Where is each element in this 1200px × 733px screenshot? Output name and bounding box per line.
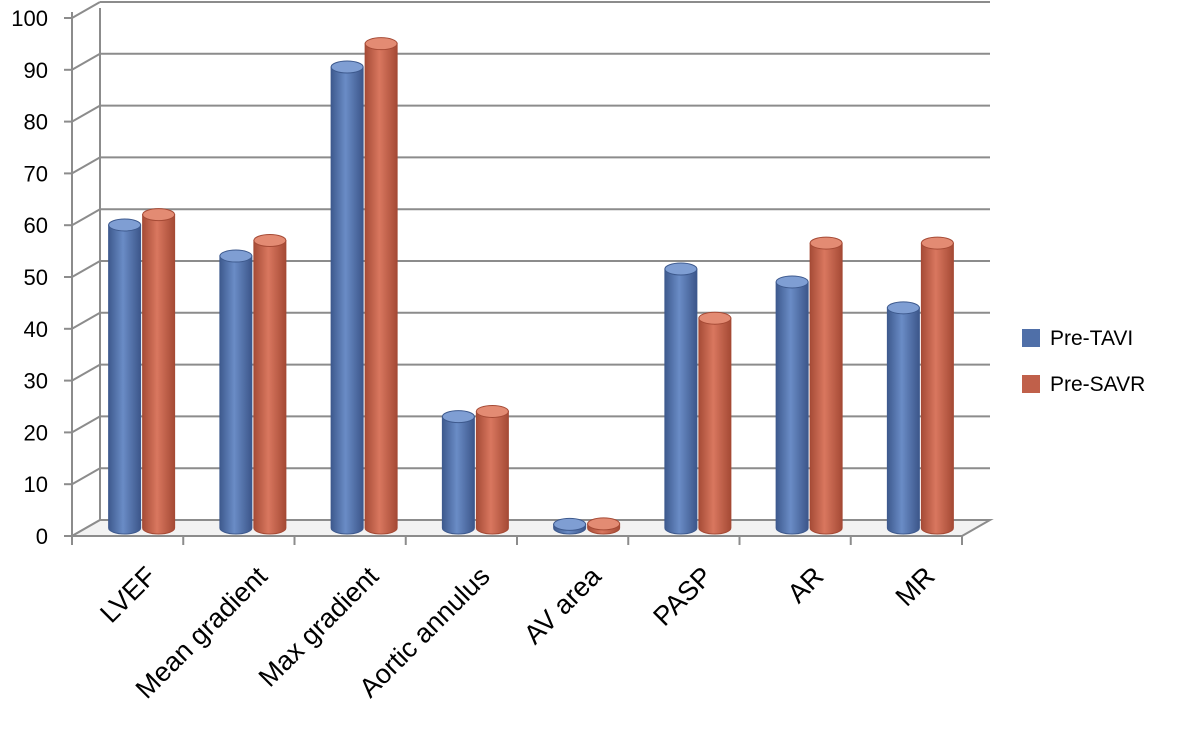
bar-pre-tavi-lvef xyxy=(108,218,142,535)
y-tick-label: 100 xyxy=(11,6,48,31)
y-tick-label: 10 xyxy=(24,472,48,497)
bar-pre-tavi-max-gradient xyxy=(330,60,364,535)
legend-item-pre-tavi: Pre-TAVI xyxy=(1022,327,1133,350)
x-tick-label: LVEF xyxy=(94,561,162,629)
floor xyxy=(68,519,994,537)
bar-pre-tavi-av-area xyxy=(553,517,587,535)
gridline-90 xyxy=(71,52,990,71)
bar-pre-savr-max-gradient xyxy=(364,37,398,535)
bar-pre-savr-aortic-annulus xyxy=(475,404,509,535)
bar-pre-savr-mr xyxy=(920,236,954,535)
y-tick-label: 70 xyxy=(24,161,48,186)
y-tick-label: 60 xyxy=(24,213,48,238)
gridline-60 xyxy=(71,208,990,227)
gridline-100 xyxy=(71,1,990,19)
x-tick-label: PASP xyxy=(647,561,718,632)
y-tick-label: 20 xyxy=(24,420,48,445)
legend-label: Pre-TAVI xyxy=(1050,327,1133,350)
gridline-70 xyxy=(71,156,990,175)
gridlines xyxy=(71,1,990,537)
bar-pre-savr-mean-gradient xyxy=(253,234,287,535)
bar-pre-tavi-mean-gradient xyxy=(219,249,253,535)
gridline-80 xyxy=(71,104,990,123)
y-tick-label: 80 xyxy=(24,110,48,135)
gridline-30 xyxy=(71,363,990,382)
legend-label: Pre-SAVR xyxy=(1050,373,1145,396)
legend: Pre-TAVI Pre-SAVR xyxy=(1022,327,1145,396)
y-tick-label: 50 xyxy=(24,265,48,290)
legend-swatch xyxy=(1022,329,1040,347)
bar-pre-tavi-ar xyxy=(775,275,809,535)
axes xyxy=(64,8,994,545)
legend-item-pre-savr: Pre-SAVR xyxy=(1022,373,1145,396)
bars xyxy=(108,37,954,535)
y-tick-label: 0 xyxy=(36,524,48,549)
gridline-40 xyxy=(71,311,990,330)
bar-pre-savr-ar xyxy=(809,236,843,535)
gridline-20 xyxy=(71,415,990,434)
bar-pre-savr-lvef xyxy=(142,208,176,535)
legend-swatch xyxy=(1022,375,1040,393)
x-tick-label: AR xyxy=(782,561,830,609)
y-tick-label: 30 xyxy=(24,369,48,394)
y-tick-label: 40 xyxy=(24,317,48,342)
gridline-50 xyxy=(71,260,990,278)
y-tick-label: 90 xyxy=(24,58,48,83)
y-tick-labels: 0 10 20 30 40 50 60 70 80 90 100 xyxy=(11,6,48,549)
gridline-10 xyxy=(71,467,990,486)
bar-pre-tavi-mr xyxy=(886,301,920,535)
bar-pre-tavi-aortic-annulus xyxy=(441,410,475,535)
bar-pre-tavi-pasp xyxy=(664,262,698,535)
x-tick-label: MR xyxy=(890,561,941,612)
bar-pre-savr-av-area xyxy=(587,517,621,535)
x-tick-label: AV area xyxy=(518,560,607,649)
bar-pre-savr-pasp xyxy=(698,311,732,535)
